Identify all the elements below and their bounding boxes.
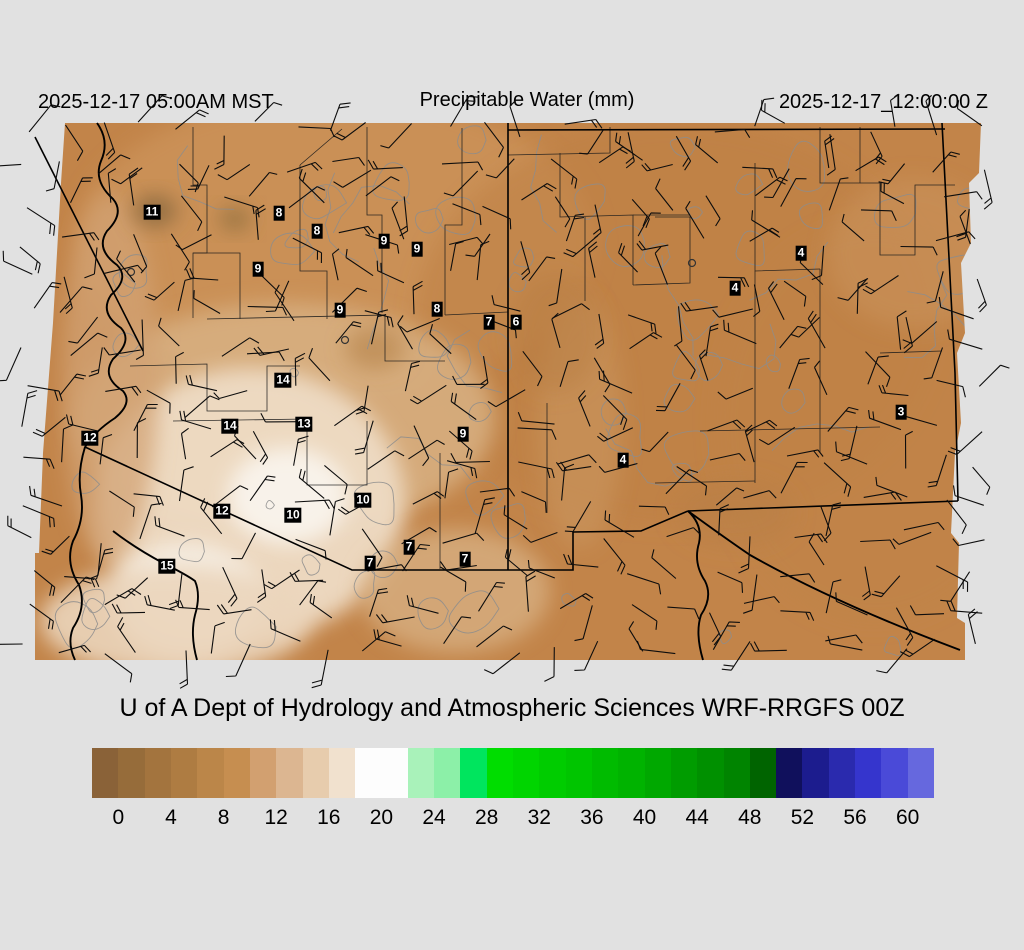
colorbar-segment [460,748,487,798]
colorbar-tick-label: 32 [527,806,551,829]
station-value: 6 [510,314,522,330]
colorbar-segment [670,748,698,798]
timestamp-utc: 2025-12-17_12:00:00 Z [778,91,988,113]
colorbar-segment [486,748,513,798]
station-value: 7 [403,539,415,555]
colorbar-tick-label: 8 [217,806,230,829]
station-value: 14 [274,372,292,388]
station-value: 12 [213,503,231,519]
page-title: Precipitable Water (mm) [419,89,635,111]
colorbar-tick-label: 40 [632,806,657,829]
colorbar-segment [92,748,119,798]
station-value: 7 [364,555,376,571]
station-value: 8 [431,301,443,317]
credit-line: U of A Dept of Hydrology and Atmospheric… [119,694,905,722]
colorbar-segment [539,748,566,798]
station-value: 4 [795,245,807,261]
colorbar-segment [723,748,750,798]
colorbar-tick-label: 4 [165,806,177,829]
no-data-region [951,123,985,660]
station-value: 8 [311,223,323,239]
colorbar-tick-label: 52 [790,806,815,829]
no-data-region [35,123,65,553]
colorbar-segment [697,748,724,798]
station-value: 9 [334,302,346,318]
station-value: 7 [483,314,495,330]
colorbar-segment [881,748,908,798]
colorbar-tick-label: 28 [475,806,499,829]
colorbar-segment [302,748,329,798]
colorbar-tick-label: 24 [422,806,446,829]
station-value: 11 [143,204,161,220]
map-canvas [0,93,1010,689]
colorbar-tick-label: 44 [685,806,709,829]
station-value: 14 [221,418,239,434]
colorbar-segment [591,748,619,798]
station-value: 7 [459,551,471,567]
colorbar-segment [197,748,224,798]
colorbar-tick-label: 16 [317,806,341,829]
rivers [69,122,961,661]
precipitable-water-map: 11 8 8 9 9 9 9 8 7 6 4 4 14 14 13 12 12 10 15 9 4 10 7 7 7 3 [0,93,1010,689]
colorbar-segment [381,748,408,798]
colorbar-segment [170,748,198,798]
station-value: 9 [457,426,469,442]
station-value: 9 [411,241,423,257]
station-value: 15 [158,558,176,574]
station-value: 8 [273,205,285,221]
colorbar-segment [249,748,277,798]
county-borders [129,127,955,569]
colorbar-tick-label: 0 [112,806,125,829]
station-value: 10 [284,507,302,523]
colorbar-segment [749,748,777,798]
colorbar-segment [513,748,540,798]
colorbar-segment [776,748,803,798]
colorbar-segment [907,748,934,798]
station-value: 4 [729,280,741,296]
station-value: 4 [617,452,629,468]
station-value: 10 [354,492,372,508]
colorbar [92,748,934,798]
colorbar-tick-label: 60 [896,806,920,829]
colorbar-segment [644,748,671,798]
colorbar-segment [223,748,250,798]
colorbar-tick-label: 36 [580,806,604,829]
station-value: 13 [295,416,313,432]
wind-barbs [0,93,1010,689]
colorbar-segment [118,748,145,798]
colorbar-tick-label: 56 [843,806,867,829]
colorbar-segment [618,748,645,798]
colorbar-segment [828,748,856,798]
colorbar-tick-label: 48 [738,806,762,829]
colorbar-segment [328,748,356,798]
colorbar-segment [407,748,435,798]
colorbar-segment [802,748,829,798]
colorbar-tick-label: 20 [369,806,394,829]
station-value: 9 [252,261,264,277]
station-value: 12 [81,430,99,446]
station-value: 9 [378,233,390,249]
colorbar-segment [565,748,592,798]
state-borders [34,122,959,571]
colorbar-tick-label: 12 [264,806,288,829]
colorbar-segment [144,748,171,798]
colorbar-segment [355,748,382,798]
colorbar-segment [855,748,882,798]
terrain-shading [35,123,985,660]
colorbar-segment [276,748,303,798]
colorbar-segment [434,748,461,798]
station-value: 3 [895,404,907,420]
